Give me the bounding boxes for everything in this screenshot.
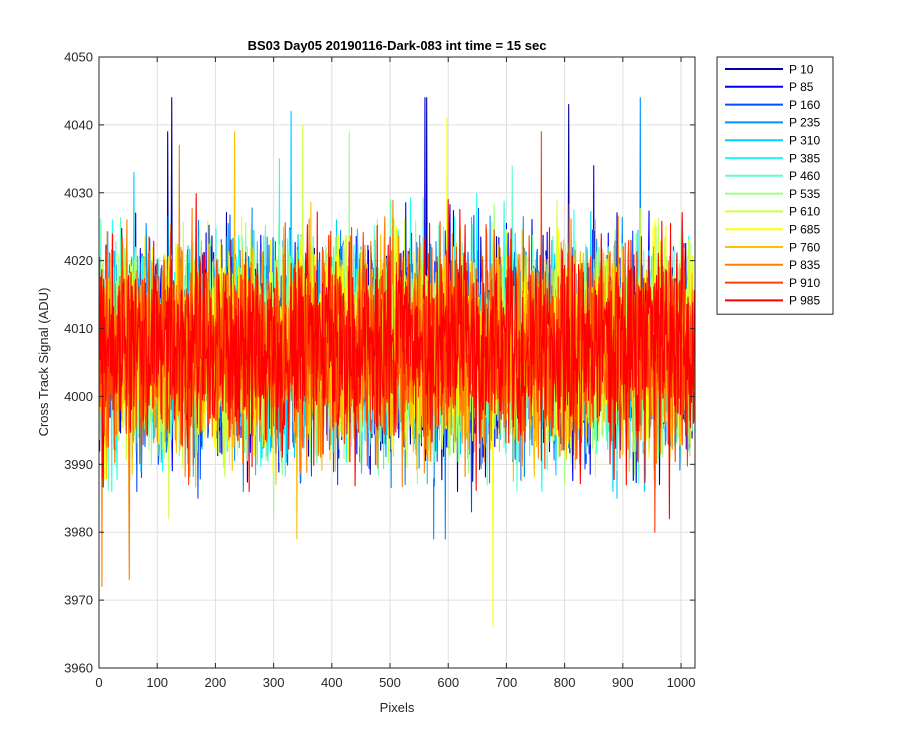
legend-label: P 460 [789,169,820,183]
legend-label: P 385 [789,151,820,165]
axis-ticks: 0 100 200 300 400 500 600 700 800 900 1000 3960 3970… [64,50,695,691]
y-tick-label: 3970 [64,593,93,608]
x-tick-label: 500 [379,675,401,690]
legend-label: P 535 [789,187,820,201]
legend-label: P 760 [789,240,820,254]
x-tick-label: 900 [612,675,634,690]
x-tick-label: 0 [95,675,102,690]
plot-area-frame [98,56,696,669]
y-tick-label: 4000 [64,389,93,404]
legend-label: P 835 [789,258,820,272]
y-tick-label: 4020 [64,253,93,268]
legend-label: P 685 [789,223,820,237]
legend-label: P 85 [789,80,814,94]
x-tick-label: 300 [263,675,285,690]
y-tick-label: 4010 [64,321,93,336]
y-axis-title: Cross Track Signal (ADU) [36,288,51,437]
y-tick-label: 3960 [64,661,93,676]
x-tick-label: 200 [205,675,227,690]
legend-label: P 10 [789,62,814,76]
x-tick-label: 400 [321,675,343,690]
legend: P 10 P 85 P 160 P 235 P 310 P 385 P 460 P 535 P … [716,56,834,315]
x-tick-label: 1000 [667,675,696,690]
legend-label: P 310 [789,134,820,148]
x-tick-label: 700 [496,675,518,690]
y-tick-label: 3990 [64,457,93,472]
x-axis-title: Pixels [380,700,415,715]
x-tick-label: 100 [146,675,168,690]
series-line-p985 [98,193,695,520]
x-tick-label: 600 [437,675,459,690]
y-tick-label: 4030 [64,185,93,200]
legend-label: P 985 [789,294,820,308]
legend-label: P 160 [789,98,820,112]
chart-title: BS03 Day05 20190116-Dark-083 int time = … [248,38,547,53]
legend-box [716,56,834,315]
x-tick-label: 800 [554,675,576,690]
y-tick-label: 4050 [64,50,93,65]
y-tick-label: 3980 [64,525,93,540]
legend-label: P 235 [789,116,820,130]
legend-label: P 910 [789,276,820,290]
y-tick-label: 4040 [64,117,93,132]
legend-label: P 610 [789,205,820,219]
series-lines [98,97,695,628]
